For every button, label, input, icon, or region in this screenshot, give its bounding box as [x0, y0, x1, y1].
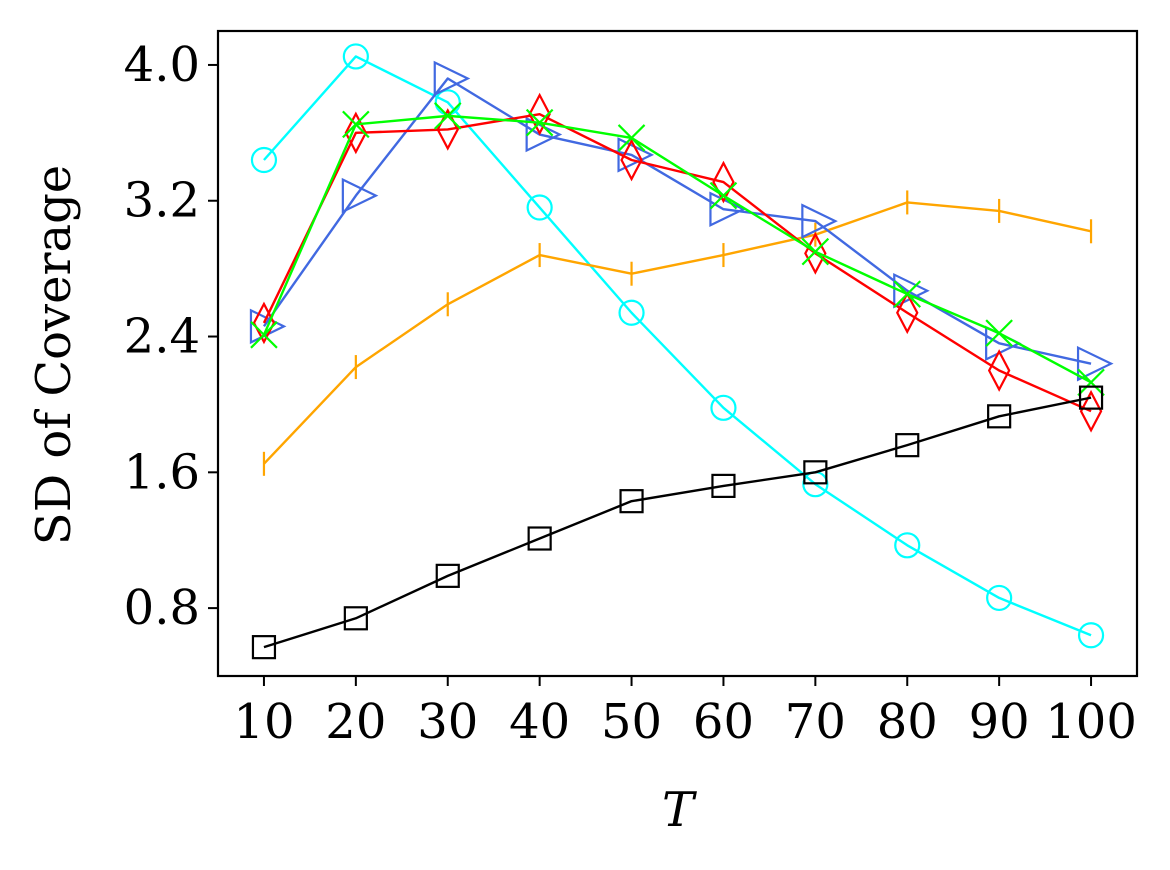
data-point	[895, 433, 920, 458]
y-tick-label: 0.8	[124, 580, 200, 636]
data-point	[1078, 385, 1104, 410]
x-tick-label: 70	[785, 694, 846, 750]
data-point	[709, 181, 738, 210]
x-axis: 10 20 30 40 50 60 70 80 90 100	[233, 676, 1137, 750]
data-point	[620, 138, 643, 182]
series-3	[252, 92, 1103, 433]
x-tick-label: 60	[693, 694, 754, 750]
x-tick-label: 40	[509, 694, 570, 750]
y-axis-label: SD of Coverage	[26, 165, 82, 545]
data-point	[985, 319, 1013, 347]
data-point	[986, 584, 1013, 612]
data-point	[250, 146, 278, 174]
data-point	[710, 394, 737, 421]
data-point	[250, 321, 278, 349]
plot-frame	[216, 29, 1139, 678]
data-point	[1076, 345, 1114, 382]
y-tick-label: 3.2	[124, 173, 200, 229]
series-5	[251, 385, 1104, 660]
data-point	[894, 532, 921, 559]
x-axis-label: T	[662, 782, 697, 838]
series-line	[263, 55, 1092, 637]
data-point	[341, 177, 379, 214]
y-tick-label: 1.6	[124, 444, 200, 500]
data-point	[251, 635, 277, 660]
y-tick-label: 2.4	[124, 309, 200, 365]
data-point	[526, 194, 553, 221]
series-line	[262, 114, 1092, 384]
data-point	[801, 203, 838, 239]
series-0	[250, 43, 1105, 649]
x-tick-label: 30	[417, 694, 478, 750]
data-point	[617, 124, 646, 152]
series-layer	[249, 43, 1114, 660]
data-point	[1077, 622, 1105, 649]
data-point	[896, 291, 919, 335]
data-point	[433, 60, 471, 97]
data-point	[619, 489, 644, 514]
series-2	[249, 60, 1114, 382]
x-tick-label: 10	[233, 694, 294, 750]
data-point	[343, 606, 368, 631]
series-line	[263, 396, 1092, 649]
data-point	[344, 111, 368, 155]
data-point	[987, 349, 1011, 392]
data-point	[712, 160, 735, 204]
y-tick-label: 4.0	[124, 37, 200, 93]
series-line	[263, 201, 1092, 465]
data-point	[803, 460, 828, 485]
data-point	[987, 404, 1012, 429]
series-1	[262, 190, 1093, 476]
data-point	[1079, 389, 1103, 433]
data-point	[434, 89, 461, 116]
x-tick-label: 50	[601, 694, 662, 750]
data-point	[525, 108, 554, 137]
data-point	[342, 110, 370, 139]
data-point	[801, 237, 830, 266]
data-point	[433, 102, 462, 130]
data-point	[1077, 368, 1105, 397]
data-point	[893, 280, 922, 308]
series-line	[262, 77, 1092, 365]
data-point	[435, 563, 460, 588]
data-point	[711, 473, 736, 498]
data-point	[527, 526, 552, 551]
x-tick-label: 80	[877, 694, 938, 750]
x-tick-label: 100	[1045, 694, 1137, 750]
data-point	[618, 299, 645, 326]
x-tick-label: 90	[969, 694, 1030, 750]
data-point	[342, 43, 369, 70]
series-4	[250, 102, 1105, 397]
x-tick-label: 20	[325, 694, 386, 750]
data-point	[528, 92, 551, 136]
data-point	[709, 191, 746, 227]
y-axis: 0.8 1.6 2.4 3.2 4.0	[124, 37, 218, 636]
series-line	[262, 112, 1092, 413]
